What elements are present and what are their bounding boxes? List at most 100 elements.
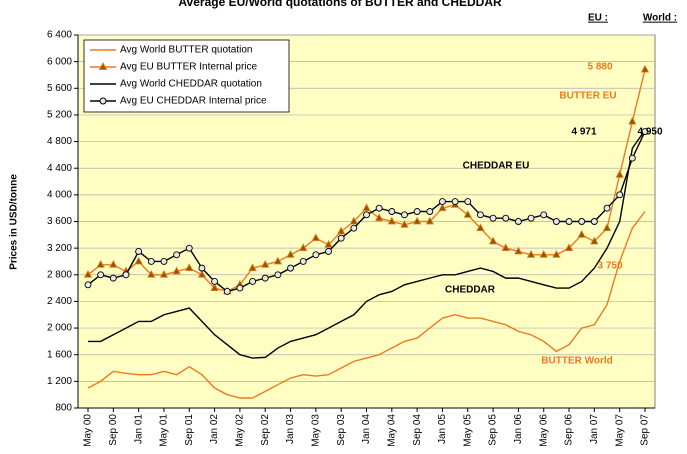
data-point bbox=[160, 258, 168, 265]
data-point bbox=[628, 116, 637, 125]
y-tick-label: 3 200 bbox=[47, 243, 72, 254]
data-point bbox=[134, 256, 143, 265]
y-tick-label: 5 200 bbox=[47, 110, 72, 121]
x-tick-label: Jan 02 bbox=[209, 414, 220, 444]
data-point bbox=[337, 234, 345, 242]
data-point bbox=[324, 239, 333, 248]
data-point bbox=[526, 249, 536, 258]
data-point bbox=[135, 248, 143, 255]
data-point bbox=[261, 259, 270, 268]
data-point bbox=[578, 218, 586, 225]
annotation: 4 971 bbox=[571, 127, 596, 138]
annotation: CHEDDAR bbox=[445, 285, 496, 296]
data-point bbox=[299, 258, 307, 265]
data-point bbox=[514, 246, 523, 255]
legend-label: Avg World CHEDDAR quotation bbox=[120, 79, 262, 90]
x-tick-label: Sep 04 bbox=[412, 414, 423, 446]
data-point bbox=[185, 263, 194, 272]
data-point bbox=[362, 203, 371, 212]
data-point bbox=[590, 236, 599, 245]
data-point bbox=[539, 249, 548, 258]
data-point bbox=[299, 243, 308, 252]
data-point bbox=[476, 223, 485, 232]
data-point bbox=[172, 266, 181, 275]
data-point bbox=[628, 154, 636, 162]
y-axis-label: Prices in USD/tonne bbox=[9, 174, 20, 270]
header-label: World : bbox=[643, 13, 677, 24]
x-tick-label: May 05 bbox=[462, 414, 473, 447]
data-point bbox=[501, 243, 510, 252]
x-tick-label: May 04 bbox=[386, 414, 397, 447]
data-point bbox=[425, 216, 434, 225]
data-point bbox=[640, 64, 650, 73]
data-point bbox=[602, 223, 612, 232]
annotation: BUTTER EU bbox=[559, 91, 616, 102]
x-tick-label: Jan 07 bbox=[589, 414, 600, 444]
data-point bbox=[363, 211, 370, 219]
x-tick-label: Sep 07 bbox=[640, 414, 651, 446]
data-point bbox=[564, 243, 574, 252]
x-tick-label: Sep 01 bbox=[184, 414, 195, 446]
data-point bbox=[387, 216, 396, 225]
data-point bbox=[274, 271, 282, 279]
y-tick-label: 4 400 bbox=[47, 163, 72, 174]
legend: Avg World BUTTER quotation Avg EU BUTTER … bbox=[83, 39, 290, 113]
data-point bbox=[325, 248, 332, 255]
data-point bbox=[476, 211, 484, 219]
data-point bbox=[565, 218, 573, 225]
x-tick-label: Sep 06 bbox=[564, 414, 575, 446]
data-point bbox=[147, 269, 156, 278]
x-tick-label: Jan 05 bbox=[437, 414, 448, 444]
data-point bbox=[489, 214, 497, 222]
data-point bbox=[375, 204, 383, 212]
data-point bbox=[616, 191, 624, 199]
data-point bbox=[514, 218, 522, 225]
legend-marker bbox=[98, 61, 108, 70]
data-point bbox=[401, 211, 408, 219]
data-point bbox=[210, 283, 219, 292]
annotation: CHEDDAR EU bbox=[463, 161, 530, 172]
data-point bbox=[97, 271, 105, 279]
x-tick-label: Jan 04 bbox=[361, 414, 372, 444]
legend-label: Avg World BUTTER quotation bbox=[120, 45, 252, 56]
y-tick-label: 2 000 bbox=[47, 323, 72, 334]
y-tick-label: 1 600 bbox=[47, 349, 72, 360]
x-tick-label: Sep 00 bbox=[108, 414, 119, 446]
x-tick-label: May 03 bbox=[311, 414, 322, 447]
data-point bbox=[249, 277, 257, 285]
y-tick-label: 6 000 bbox=[47, 56, 72, 67]
data-point bbox=[236, 284, 244, 292]
data-point bbox=[413, 208, 421, 215]
series-line bbox=[87, 211, 646, 399]
annotation: 5 880 bbox=[587, 62, 612, 73]
data-point bbox=[248, 263, 257, 272]
x-tick-label: May 00 bbox=[83, 414, 94, 447]
x-tick-label: May 06 bbox=[538, 414, 549, 447]
data-point bbox=[412, 216, 422, 225]
data-point bbox=[109, 274, 117, 282]
chart-title: Average EU/World quotations of BUTTER an… bbox=[178, 0, 502, 9]
x-tick-label: Jan 03 bbox=[285, 414, 296, 444]
data-point bbox=[173, 251, 181, 259]
data-point bbox=[577, 229, 586, 238]
data-point bbox=[211, 277, 219, 285]
data-point bbox=[451, 198, 459, 205]
data-point bbox=[603, 204, 611, 212]
data-point bbox=[287, 264, 294, 272]
data-point bbox=[147, 258, 155, 265]
y-tick-label: 3 600 bbox=[47, 216, 72, 227]
header-label: EU : bbox=[588, 13, 608, 24]
data-point bbox=[96, 259, 105, 268]
data-point bbox=[463, 209, 472, 218]
data-point bbox=[438, 203, 447, 212]
data-point bbox=[311, 233, 321, 242]
data-point bbox=[273, 256, 283, 265]
data-point bbox=[374, 213, 384, 222]
y-tick-label: 4 000 bbox=[47, 189, 72, 200]
data-point bbox=[641, 128, 649, 136]
annotation: 3 750 bbox=[597, 261, 622, 272]
legend-label: Avg EU BUTTER Internal price bbox=[120, 62, 258, 73]
x-tick-label: Sep 03 bbox=[336, 414, 347, 446]
data-point bbox=[540, 211, 548, 219]
data-point bbox=[502, 214, 510, 222]
